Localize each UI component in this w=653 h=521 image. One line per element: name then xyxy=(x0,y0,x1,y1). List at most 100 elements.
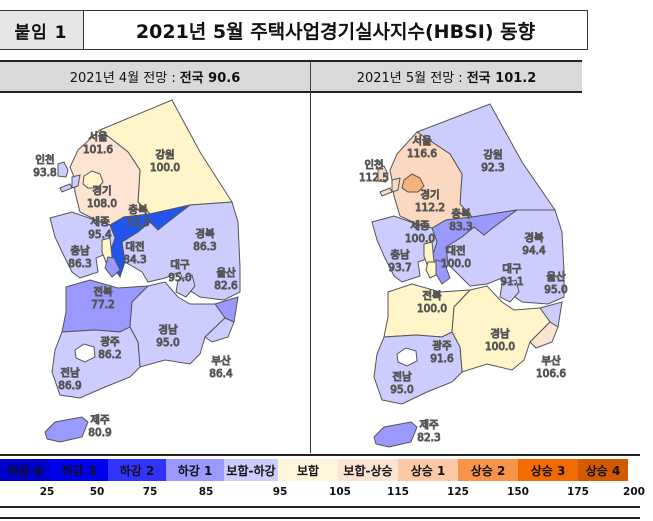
region-jeju[interactable] xyxy=(373,421,418,448)
legend-top-rule xyxy=(0,454,640,456)
region-busan[interactable] xyxy=(204,317,235,343)
region-incheon[interactable] xyxy=(377,165,389,183)
panel-header-april: 2021년 4월 전망 : 전국 90.6 xyxy=(0,60,311,93)
legend-color-scale: 하강 4 하강 3 하강 2 하강 1 보합-하강 보합 보합-상승 상승 1 … xyxy=(0,459,628,481)
panel-header-may: 2021년 5월 전망 : 전국 101.2 xyxy=(311,60,582,93)
panel-caption-prefix: 2021년 5월 전망 : xyxy=(356,71,463,86)
legend-tick: 95 xyxy=(272,486,288,498)
legend-item-flat-decline: 보합-하강 xyxy=(224,459,278,481)
svg-text:부산: 부산 xyxy=(211,355,231,367)
region-gwangju[interactable] xyxy=(396,347,418,367)
svg-text:울산: 울산 xyxy=(216,267,236,279)
legend-tick: 75 xyxy=(142,486,158,498)
legend-ticks: 25 50 75 85 95 105 115 125 150 175 200 xyxy=(0,486,653,502)
svg-text:80.9: 80.9 xyxy=(88,427,111,439)
svg-text:73.3: 73.3 xyxy=(126,217,149,229)
legend-item-rise-2: 상승 2 xyxy=(458,459,518,481)
legend-item-decline-3: 하강 3 xyxy=(50,459,108,481)
region-busan[interactable] xyxy=(529,321,559,349)
legend-tick: 200 xyxy=(623,486,645,498)
map-april: 서울 101.6 인천 93.8 경기 108.0 강원 100.0 충북 73… xyxy=(0,92,310,458)
svg-text:93.7: 93.7 xyxy=(388,262,411,274)
svg-text:86.4: 86.4 xyxy=(209,368,233,380)
legend-item-decline-1: 하강 1 xyxy=(166,459,224,481)
svg-text:108.0: 108.0 xyxy=(87,198,117,210)
svg-text:전남: 전남 xyxy=(392,371,412,383)
svg-text:경기: 경기 xyxy=(92,184,111,197)
legend-tick: 125 xyxy=(447,486,469,498)
svg-text:제주: 제주 xyxy=(419,419,439,431)
svg-text:95.0: 95.0 xyxy=(544,284,567,296)
region-daejeon-inner[interactable] xyxy=(425,261,439,279)
region-daejeon[interactable] xyxy=(104,256,121,278)
region-daegu[interactable] xyxy=(499,279,520,303)
svg-text:전북: 전북 xyxy=(422,290,442,302)
svg-text:대전: 대전 xyxy=(125,241,144,253)
svg-text:광주: 광주 xyxy=(432,340,452,352)
svg-text:95.0: 95.0 xyxy=(156,337,179,349)
region-incheon-island[interactable] xyxy=(391,177,401,193)
svg-text:86.3: 86.3 xyxy=(68,258,91,270)
region-incheon-island2[interactable] xyxy=(379,187,393,197)
svg-text:95.0: 95.0 xyxy=(168,272,191,284)
svg-text:경남: 경남 xyxy=(158,323,178,336)
region-chungnam[interactable] xyxy=(371,215,438,283)
region-seoul[interactable] xyxy=(82,170,104,189)
appendix-tag: 붙임 1 xyxy=(0,11,84,49)
svg-text:100.0: 100.0 xyxy=(485,341,515,353)
region-gyeongbuk[interactable] xyxy=(121,201,241,301)
panel-caption-prefix: 2021년 4월 전망 : xyxy=(69,71,176,86)
region-daegu[interactable] xyxy=(175,274,196,298)
legend-item-decline-4: 하강 4 xyxy=(0,459,50,481)
svg-text:부산: 부산 xyxy=(541,355,561,367)
legend-tick: 85 xyxy=(198,486,214,498)
svg-text:서울: 서울 xyxy=(88,131,108,143)
region-labels: 서울 101.6 인천 93.8 경기 108.0 강원 100.0 충북 73… xyxy=(33,131,239,440)
svg-text:82.6: 82.6 xyxy=(214,280,238,292)
svg-text:경기: 경기 xyxy=(420,188,439,201)
svg-text:대구: 대구 xyxy=(502,263,522,275)
svg-text:77.2: 77.2 xyxy=(91,299,114,311)
legend-item-decline-2: 하강 2 xyxy=(108,459,166,481)
svg-text:인천: 인천 xyxy=(364,159,383,171)
legend-item-flat-rise: 보합-상승 xyxy=(338,459,398,481)
region-gyeongbuk[interactable] xyxy=(445,209,565,305)
legend-bottom-rule-2 xyxy=(0,517,640,519)
panel-caption-national: 전국 90.6 xyxy=(179,71,241,86)
svg-text:86.2: 86.2 xyxy=(98,349,121,361)
region-jeonnam[interactable] xyxy=(373,331,463,405)
svg-text:울산: 울산 xyxy=(546,271,566,283)
svg-text:제주: 제주 xyxy=(90,414,110,426)
map-may: 서울 116.6 인천 112.5 경기 112.2 강원 92.3 충북 83… xyxy=(312,92,602,458)
region-incheon[interactable] xyxy=(57,161,69,178)
svg-text:충북: 충북 xyxy=(128,204,148,216)
svg-text:경남: 경남 xyxy=(490,327,510,340)
legend-tick: 115 xyxy=(387,486,409,498)
svg-text:100.0: 100.0 xyxy=(150,162,180,174)
svg-text:세종: 세종 xyxy=(90,216,110,228)
svg-text:100.0: 100.0 xyxy=(417,303,447,315)
svg-text:대구: 대구 xyxy=(170,259,190,271)
svg-text:92.3: 92.3 xyxy=(481,162,504,174)
svg-text:82.3: 82.3 xyxy=(417,432,440,444)
svg-text:충남: 충남 xyxy=(390,249,410,261)
region-gwangju[interactable] xyxy=(74,343,96,363)
svg-text:100.0: 100.0 xyxy=(405,233,435,245)
svg-text:충남: 충남 xyxy=(70,245,90,257)
svg-text:93.8: 93.8 xyxy=(33,167,56,179)
svg-text:86.3: 86.3 xyxy=(193,241,216,253)
svg-text:106.6: 106.6 xyxy=(536,368,566,380)
region-jeonnam[interactable] xyxy=(51,326,141,399)
legend-item-rise-1: 상승 1 xyxy=(398,459,458,481)
region-seoul[interactable] xyxy=(401,173,425,193)
svg-text:강원: 강원 xyxy=(155,149,174,161)
region-jeju[interactable] xyxy=(44,416,89,443)
page-title: 2021년 5월 주택사업경기실사지수(HBSI) 동향 xyxy=(135,20,536,43)
region-incheon-island2[interactable] xyxy=(59,183,73,193)
legend-tick: 150 xyxy=(507,486,529,498)
region-chungnam[interactable] xyxy=(49,211,116,279)
region-daejeon[interactable] xyxy=(435,259,451,285)
svg-text:112.2: 112.2 xyxy=(415,202,445,214)
svg-text:강원: 강원 xyxy=(483,149,502,161)
region-incheon-island[interactable] xyxy=(71,174,81,189)
